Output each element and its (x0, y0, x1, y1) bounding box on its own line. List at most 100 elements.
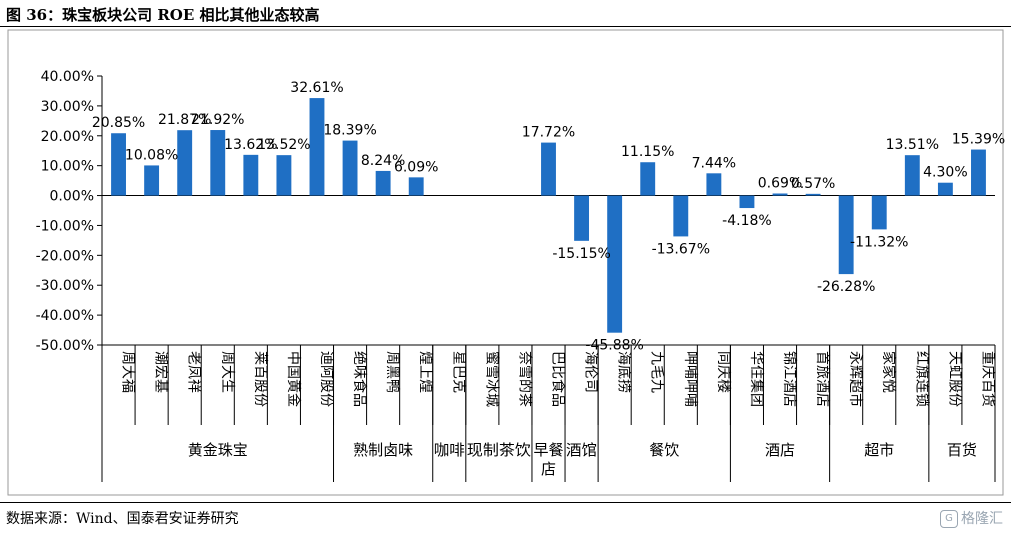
bar (971, 149, 986, 196)
category-label: 同庆楼 (715, 351, 731, 393)
category-label: 永辉超市 (847, 351, 864, 407)
data-label: 6.09% (394, 159, 438, 175)
category-label: 华住集团 (748, 351, 765, 407)
data-label: -11.32% (850, 234, 908, 250)
bar (640, 162, 656, 196)
category-label: 潮宏基 (153, 351, 170, 393)
data-label: 13.52% (257, 137, 310, 153)
data-label: 0.57% (791, 176, 835, 192)
bar (673, 195, 689, 237)
y-tick-label: 0.00% (50, 189, 94, 205)
data-label: 0.69% (758, 175, 802, 191)
category-label: 周大生 (219, 351, 235, 393)
data-label: -26.28% (817, 279, 875, 295)
category-label: 家家悦 (880, 351, 897, 393)
bar (375, 170, 391, 196)
bar (111, 133, 126, 196)
bar (871, 195, 887, 230)
bar (739, 195, 755, 209)
group-label: 现制茶饮 (467, 441, 531, 459)
category-label: 九毛九 (649, 351, 665, 393)
group-label: 餐饮 (649, 441, 679, 459)
category-label: 莱百股份 (252, 351, 268, 407)
group-label: 超市 (864, 441, 894, 459)
y-tick-label: 30.00% (41, 99, 94, 115)
category-label: 煌上煌 (417, 351, 433, 393)
bar (210, 130, 226, 196)
group-label: 百货 (947, 441, 977, 459)
category-label: 红旗连锁 (913, 351, 929, 407)
category-label: 重庆百货 (979, 351, 996, 407)
category-label: 周黑鸭 (384, 351, 400, 393)
chart-frame (7, 29, 1004, 496)
watermark-text: 格隆汇 (961, 511, 1003, 527)
category-label: 呷哺呷哺 (682, 351, 698, 407)
group-label: 黄金珠宝 (188, 441, 248, 459)
bar (904, 155, 920, 196)
category-label: 周大福 (120, 351, 136, 393)
bar (144, 165, 160, 196)
group-label: 酒馆 (566, 441, 597, 459)
data-label: 13.62% (224, 137, 277, 153)
group-label: 咖啡 (434, 441, 465, 459)
data-label: 21.92% (191, 112, 244, 128)
data-label: 4.30% (923, 165, 967, 181)
bar (243, 154, 259, 196)
source-note: 数据来源：Wind、国泰君安证券研究 (6, 511, 239, 527)
y-tick-label: -20.00% (36, 248, 94, 264)
group-label: 熟制卤味 (353, 441, 413, 459)
data-label: 8.24% (361, 153, 405, 169)
category-label: 奈雪的茶 (516, 351, 532, 407)
data-label: 11.15% (621, 144, 674, 160)
category-label: 天虹股份 (946, 351, 962, 407)
bar (805, 193, 821, 196)
bar (541, 142, 556, 196)
bar (408, 177, 424, 196)
y-tick-label: -40.00% (36, 308, 94, 324)
data-label: 32.61% (290, 80, 343, 96)
watermark: G 格隆汇 (940, 508, 1003, 528)
data-label: -13.67% (652, 241, 710, 257)
bar (838, 195, 854, 275)
bar (706, 173, 722, 196)
category-label: 星巴克 (450, 351, 466, 393)
bar (607, 195, 623, 333)
category-label: 中国黄金 (285, 351, 302, 407)
category-label: 老凤祥 (186, 351, 202, 393)
bar (574, 195, 590, 241)
data-label: -4.18% (722, 213, 772, 229)
figure-title: 图 36：珠宝板块公司 ROE 相比其他业态较高 (6, 6, 320, 24)
y-tick-label: 10.00% (41, 159, 94, 175)
bar (937, 182, 953, 196)
category-label: 绝味食品 (351, 351, 368, 407)
footer-rule (0, 502, 1011, 503)
y-tick-label: -10.00% (36, 218, 94, 234)
data-label: -45.88% (585, 338, 643, 354)
category-label: 首旅酒店 (814, 351, 830, 407)
data-label: 10.08% (125, 147, 178, 163)
category-label: 海底捞 (616, 351, 632, 393)
watermark-logo-icon: G (940, 510, 958, 528)
data-label: 15.39% (952, 132, 1005, 148)
category-label: 海伦司 (583, 351, 599, 393)
y-tick-label: 40.00% (41, 69, 94, 85)
group-label: 早餐店 (533, 441, 563, 478)
data-label: 13.51% (886, 137, 939, 153)
bar (342, 140, 358, 196)
category-label: 巴比食品 (550, 351, 567, 407)
data-label: 7.44% (692, 155, 736, 171)
data-label: 18.39% (323, 123, 376, 139)
group-label: 酒店 (765, 441, 795, 459)
bar (276, 155, 292, 196)
bar (177, 130, 193, 196)
category-label: 迪阿股份 (318, 351, 334, 407)
data-label: -15.15% (552, 246, 610, 262)
category-label: 蜜雪冰城 (483, 351, 499, 407)
y-tick-label: -50.00% (36, 338, 94, 354)
bar (309, 98, 325, 196)
data-label: 21.87% (158, 112, 211, 128)
data-label: 17.72% (522, 125, 575, 141)
title-rule (0, 26, 1011, 27)
bar (772, 193, 788, 196)
